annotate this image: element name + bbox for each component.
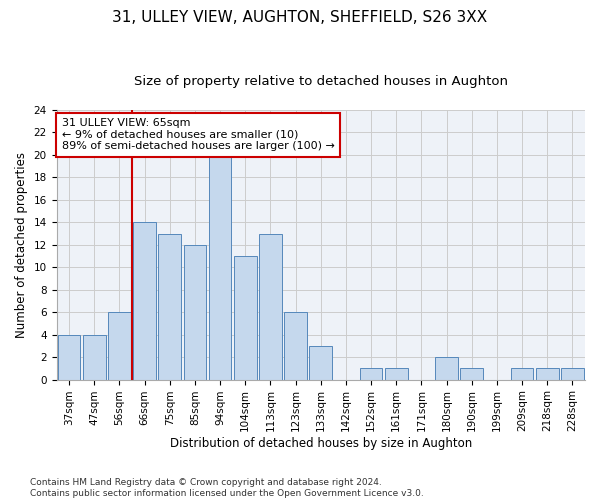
Bar — [511, 368, 533, 380]
Bar — [360, 368, 382, 380]
Bar — [158, 234, 181, 380]
Bar — [259, 234, 282, 380]
Bar — [561, 368, 584, 380]
Bar — [234, 256, 257, 380]
Bar — [83, 334, 106, 380]
Bar — [310, 346, 332, 380]
Bar — [536, 368, 559, 380]
Bar — [284, 312, 307, 380]
Bar — [460, 368, 483, 380]
Bar — [58, 334, 80, 380]
Y-axis label: Number of detached properties: Number of detached properties — [15, 152, 28, 338]
Bar — [108, 312, 131, 380]
Bar — [435, 357, 458, 380]
Text: 31, ULLEY VIEW, AUGHTON, SHEFFIELD, S26 3XX: 31, ULLEY VIEW, AUGHTON, SHEFFIELD, S26 … — [112, 10, 488, 25]
Bar — [184, 245, 206, 380]
Text: 31 ULLEY VIEW: 65sqm
← 9% of detached houses are smaller (10)
89% of semi-detach: 31 ULLEY VIEW: 65sqm ← 9% of detached ho… — [62, 118, 335, 152]
Text: Contains HM Land Registry data © Crown copyright and database right 2024.
Contai: Contains HM Land Registry data © Crown c… — [30, 478, 424, 498]
Title: Size of property relative to detached houses in Aughton: Size of property relative to detached ho… — [134, 75, 508, 88]
X-axis label: Distribution of detached houses by size in Aughton: Distribution of detached houses by size … — [170, 437, 472, 450]
Bar — [209, 155, 232, 380]
Bar — [385, 368, 407, 380]
Bar — [133, 222, 156, 380]
